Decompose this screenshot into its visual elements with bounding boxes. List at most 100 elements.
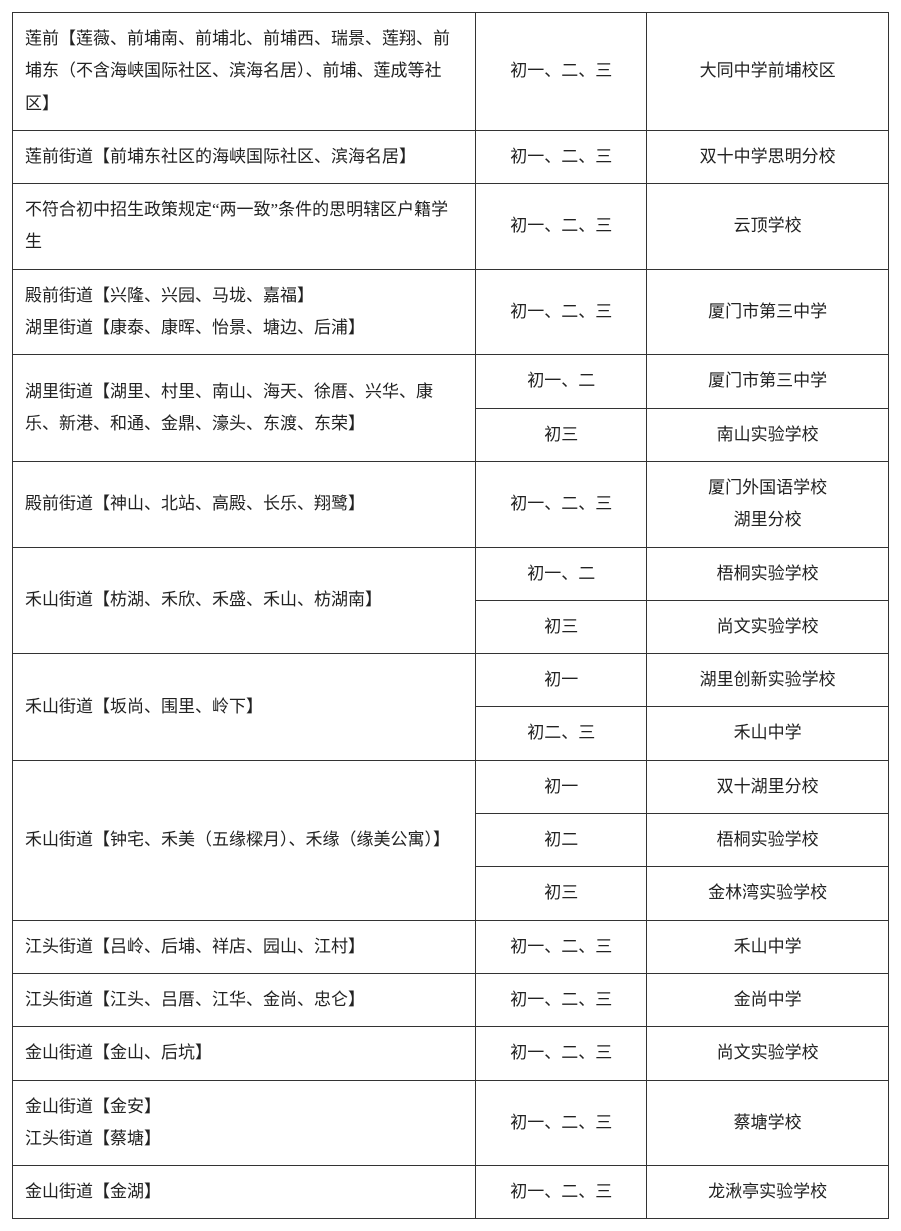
area-cell: 江头街道【江头、吕厝、江华、金尚、忠仑】: [13, 973, 476, 1026]
school-text: 厦门市第三中学: [708, 302, 827, 321]
table-row: 湖里街道【湖里、村里、南山、海天、徐厝、兴华、康乐、新港、和通、金鼎、濠头、东渡…: [13, 355, 889, 408]
grade-cell: 初一、二、三: [476, 269, 647, 355]
grade-text: 初一、二、三: [510, 937, 612, 956]
area-text: 湖里街道【康泰、康晖、怡景、塘边、后浦】: [25, 312, 463, 344]
grade-text: 初一: [544, 777, 578, 796]
area-text: 莲前街道【前埔东社区的海峡国际社区、滨海名居】: [25, 147, 416, 166]
area-cell: 殿前街道【兴隆、兴园、马垅、嘉福】湖里街道【康泰、康晖、怡景、塘边、后浦】: [13, 269, 476, 355]
area-text: 金山街道【金山、后坑】: [25, 1043, 212, 1062]
grade-cell: 初一、二、三: [476, 1027, 647, 1080]
table-row: 殿前街道【兴隆、兴园、马垅、嘉福】湖里街道【康泰、康晖、怡景、塘边、后浦】 初一、…: [13, 269, 889, 355]
school-cell: 尚文实验学校: [647, 1027, 889, 1080]
grade-text: 初一、二、三: [510, 147, 612, 166]
grade-cell: 初一、二、三: [476, 461, 647, 547]
school-cell: 双十中学思明分校: [647, 130, 889, 183]
grade-text: 初一、二、三: [510, 216, 612, 235]
school-cell: 厦门外国语学校湖里分校: [647, 461, 889, 547]
area-text: 江头街道【蔡塘】: [25, 1123, 463, 1155]
area-text: 殿前街道【神山、北站、高殿、长乐、翔鹭】: [25, 494, 365, 513]
school-cell: 厦门市第三中学: [647, 355, 889, 408]
school-text: 厦门市第三中学: [708, 371, 827, 390]
grade-cell: 初一、二、三: [476, 13, 647, 131]
grade-text: 初三: [544, 883, 578, 902]
area-cell: 金山街道【金山、后坑】: [13, 1027, 476, 1080]
grade-text: 初二: [544, 830, 578, 849]
school-cell: 云顶学校: [647, 184, 889, 270]
table-row: 莲前【莲薇、前埔南、前埔北、前埔西、瑞景、莲翔、前埔东（不含海峡国际社区、滨海名…: [13, 13, 889, 131]
grade-cell: 初一、二、三: [476, 973, 647, 1026]
school-text: 大同中学前埔校区: [700, 61, 836, 80]
grade-cell: 初三: [476, 600, 647, 653]
area-cell: 不符合初中招生政策规定“两一致”条件的思明辖区户籍学生: [13, 184, 476, 270]
school-text: 龙湫亭实验学校: [708, 1182, 827, 1201]
school-district-table: 莲前【莲薇、前埔南、前埔北、前埔西、瑞景、莲翔、前埔东（不含海峡国际社区、滨海名…: [12, 12, 889, 1219]
area-text: 殿前街道【兴隆、兴园、马垅、嘉福】: [25, 280, 463, 312]
grade-cell: 初三: [476, 867, 647, 920]
area-cell: 湖里街道【湖里、村里、南山、海天、徐厝、兴华、康乐、新港、和通、金鼎、濠头、东渡…: [13, 355, 476, 462]
school-text: 双十中学思明分校: [700, 147, 836, 166]
area-text: 湖里街道【湖里、村里、南山、海天、徐厝、兴华、康乐、新港、和通、金鼎、濠头、东渡…: [25, 382, 433, 433]
grade-text: 初一、二、三: [510, 61, 612, 80]
grade-text: 初一、二、三: [510, 302, 612, 321]
table-row: 禾山街道【坂尚、围里、岭下】初一湖里创新实验学校: [13, 654, 889, 707]
area-text: 禾山街道【钟宅、禾美（五缘樑月）、禾缘（缘美公寓）】: [25, 830, 450, 849]
school-cell: 梧桐实验学校: [647, 814, 889, 867]
area-text: 江头街道【吕岭、后埔、祥店、园山、江村】: [25, 937, 365, 956]
grade-text: 初二、三: [527, 723, 595, 742]
grade-text: 初一、二: [527, 371, 595, 390]
school-text: 云顶学校: [734, 216, 802, 235]
table-row: 不符合初中招生政策规定“两一致”条件的思明辖区户籍学生 初一、二、三 云顶学校: [13, 184, 889, 270]
grade-cell: 初二、三: [476, 707, 647, 760]
table-row: 殿前街道【神山、北站、高殿、长乐、翔鹭】 初一、二、三 厦门外国语学校湖里分校: [13, 461, 889, 547]
school-cell: 龙湫亭实验学校: [647, 1166, 889, 1219]
school-text: 湖里分校: [659, 504, 876, 536]
grade-text: 初一、二、三: [510, 990, 612, 1009]
table-row: 江头街道【吕岭、后埔、祥店、园山、江村】初一、二、三禾山中学: [13, 920, 889, 973]
grade-cell: 初一、二: [476, 547, 647, 600]
area-text: 不符合初中招生政策规定“两一致”条件的思明辖区户籍学生: [25, 200, 448, 251]
school-text: 南山实验学校: [717, 425, 819, 444]
area-text: 禾山街道【坂尚、围里、岭下】: [25, 697, 263, 716]
school-text: 尚文实验学校: [717, 617, 819, 636]
grade-cell: 初一、二、三: [476, 920, 647, 973]
grade-text: 初三: [544, 617, 578, 636]
school-text: 金尚中学: [734, 990, 802, 1009]
area-cell: 殿前街道【神山、北站、高殿、长乐、翔鹭】: [13, 461, 476, 547]
grade-cell: 初一: [476, 654, 647, 707]
school-text: 蔡塘学校: [734, 1113, 802, 1132]
grade-text: 初一、二、三: [510, 494, 612, 513]
area-cell: 禾山街道【枋湖、禾欣、禾盛、禾山、枋湖南】: [13, 547, 476, 654]
school-text: 尚文实验学校: [717, 1043, 819, 1062]
school-cell: 尚文实验学校: [647, 600, 889, 653]
area-text: 莲前【莲薇、前埔南、前埔北、前埔西、瑞景、莲翔、前埔东（不含海峡国际社区、滨海名…: [25, 29, 450, 113]
grade-cell: 初二: [476, 814, 647, 867]
area-cell: 禾山街道【钟宅、禾美（五缘樑月）、禾缘（缘美公寓）】: [13, 760, 476, 920]
school-text: 禾山中学: [734, 723, 802, 742]
area-cell: 金山街道【金安】江头街道【蔡塘】: [13, 1080, 476, 1166]
table-row: 禾山街道【枋湖、禾欣、禾盛、禾山、枋湖南】初一、二梧桐实验学校: [13, 547, 889, 600]
table-row: 禾山街道【钟宅、禾美（五缘樑月）、禾缘（缘美公寓）】初一双十湖里分校: [13, 760, 889, 813]
area-cell: 江头街道【吕岭、后埔、祥店、园山、江村】: [13, 920, 476, 973]
table-row: 金山街道【金山、后坑】 初一、二、三 尚文实验学校: [13, 1027, 889, 1080]
school-cell: 双十湖里分校: [647, 760, 889, 813]
school-text: 双十湖里分校: [717, 777, 819, 796]
grade-text: 初一: [544, 670, 578, 689]
school-cell: 蔡塘学校: [647, 1080, 889, 1166]
table-row: 莲前街道【前埔东社区的海峡国际社区、滨海名居】 初一、二、三 双十中学思明分校: [13, 130, 889, 183]
school-cell: 禾山中学: [647, 707, 889, 760]
area-cell: 莲前【莲薇、前埔南、前埔北、前埔西、瑞景、莲翔、前埔东（不含海峡国际社区、滨海名…: [13, 13, 476, 131]
school-cell: 梧桐实验学校: [647, 547, 889, 600]
grade-cell: 初一、二、三: [476, 1166, 647, 1219]
grade-cell: 初一、二、三: [476, 184, 647, 270]
table-row: 金山街道【金安】江头街道【蔡塘】初一、二、三蔡塘学校: [13, 1080, 889, 1166]
table-row: 金山街道【金湖】初一、二、三龙湫亭实验学校: [13, 1166, 889, 1219]
school-text: 金林湾实验学校: [708, 883, 827, 902]
school-cell: 厦门市第三中学: [647, 269, 889, 355]
grade-text: 初一、二、三: [510, 1182, 612, 1201]
area-text: 金山街道【金安】: [25, 1091, 463, 1123]
grade-cell: 初一、二: [476, 355, 647, 408]
grade-text: 初一、二、三: [510, 1043, 612, 1062]
grade-text: 初三: [544, 425, 578, 444]
school-text: 厦门外国语学校: [659, 472, 876, 504]
school-cell: 南山实验学校: [647, 408, 889, 461]
